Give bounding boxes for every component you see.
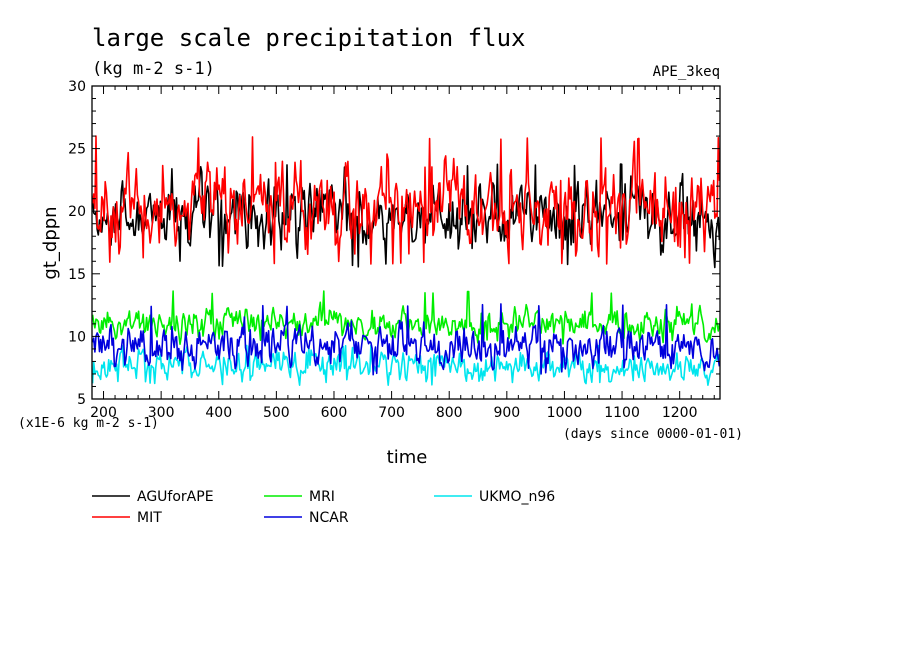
- y-unit-note: (x1E-6 kg m-2 s-1): [18, 416, 159, 431]
- series-line-ncar: [91, 303, 721, 376]
- y-tick-label: 25: [68, 142, 86, 158]
- legend: AGUforAPE MIT MRI NCAR UKMO_n96: [92, 489, 555, 526]
- series-line-mri: [91, 290, 721, 346]
- legend-label-mri: MRI: [309, 489, 335, 505]
- experiment-label: APE_3keq: [653, 64, 720, 80]
- y-tick-label: 5: [77, 392, 86, 408]
- x-tick-label: 400: [205, 405, 232, 421]
- x-axis-label: time: [387, 447, 428, 468]
- series-line-ukmo_n96: [91, 344, 721, 387]
- x-tick-label: 900: [493, 405, 520, 421]
- x-tick-label: 700: [378, 405, 405, 421]
- series-layer: [91, 135, 721, 387]
- x-tick-label: 300: [148, 405, 175, 421]
- x-tick-label: 1200: [662, 405, 698, 421]
- legend-label-aguforape: AGUforAPE: [137, 489, 214, 505]
- legend-label-ncar: NCAR: [309, 510, 349, 526]
- x-tick-label: 1000: [547, 405, 583, 421]
- tick-layer: 200 300 400 500 600 700 800 900 1000 1100 1200 5 10 1…: [68, 79, 720, 421]
- x-tick-label: 500: [263, 405, 290, 421]
- y-axis-label: gt_dppn: [40, 206, 61, 279]
- x-tick-label: 200: [90, 405, 117, 421]
- y-tick-label: 20: [68, 204, 86, 220]
- x-tick-label: 1100: [604, 405, 640, 421]
- chart-subtitle: (kg m-2 s-1): [92, 59, 215, 79]
- y-tick-label: 10: [68, 329, 86, 345]
- plot-frame: [91, 85, 721, 400]
- legend-label-mit: MIT: [137, 510, 162, 526]
- series-line-mit: [91, 135, 721, 265]
- chart-title: large scale precipitation flux: [92, 24, 525, 52]
- y-tick-label: 15: [68, 267, 86, 283]
- legend-label-ukmo_n96: UKMO_n96: [479, 489, 555, 505]
- y-tick-label: 30: [68, 79, 86, 95]
- x-unit-note: (days since 0000-01-01): [563, 427, 743, 442]
- x-tick-label: 800: [436, 405, 463, 421]
- x-tick-label: 600: [321, 405, 348, 421]
